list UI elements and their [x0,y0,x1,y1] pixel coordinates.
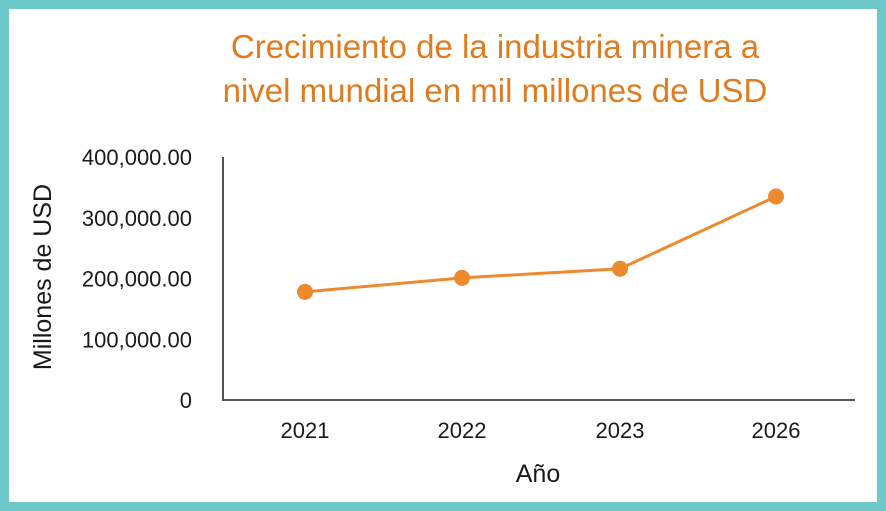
y-tick-label: 400,000.00 [82,145,192,170]
chart-title-line-2: nivel mundial en mil millones de USD [223,72,768,109]
data-point [612,260,628,277]
chart-title-line-1: Crecimiento de la industria minera a [231,28,760,65]
y-tick-label: 200,000.00 [82,267,192,292]
series-line [304,195,777,294]
data-point [454,269,470,286]
x-tick-label: 2026 [752,418,801,443]
y-axis-label: Millones de USD [29,184,57,370]
y-tick-label: 100,000.00 [82,327,192,352]
data-point [768,188,784,205]
x-axis-label: Año [516,460,560,488]
x-tick-label: 2021 [281,418,330,443]
x-tick-label: 2022 [438,418,487,443]
y-tick-label: 0 [180,388,192,413]
y-tick-label: 300,000.00 [82,206,192,231]
x-tick-label: 2023 [596,418,645,443]
data-point [297,283,313,300]
